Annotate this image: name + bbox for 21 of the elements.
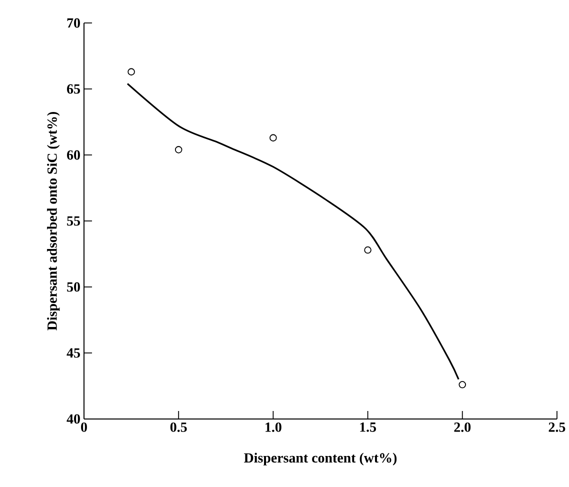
- y-tick-label: 65: [67, 84, 80, 94]
- line-series: [126, 82, 460, 380]
- y-tick-label: 55: [67, 216, 80, 226]
- y-tick-label: 45: [66, 348, 80, 358]
- point: [270, 134, 277, 142]
- y-tick-label: 70: [67, 18, 80, 28]
- point: [128, 68, 135, 76]
- x-tick-label: 0: [81, 422, 87, 432]
- y-axis-title: Dispersant adsorbed onto SiC (wt%): [47, 112, 60, 330]
- point: [174, 146, 182, 154]
- y-tick-label: 40: [66, 414, 80, 424]
- point: [458, 381, 466, 388]
- y-tick-label: 50: [67, 282, 80, 292]
- x-axis-title: Dispersant content (wt%): [244, 452, 397, 466]
- y-tick-label: 60: [67, 150, 80, 160]
- point: [364, 246, 372, 254]
- x-tick-label: 1.5: [360, 422, 376, 432]
- x-tick-label: 1.0: [266, 422, 282, 432]
- x-tick-label: 2.5: [548, 422, 566, 432]
- x-tick-label: 2.0: [454, 422, 471, 432]
- x-tick-label: 0.5: [170, 422, 187, 432]
